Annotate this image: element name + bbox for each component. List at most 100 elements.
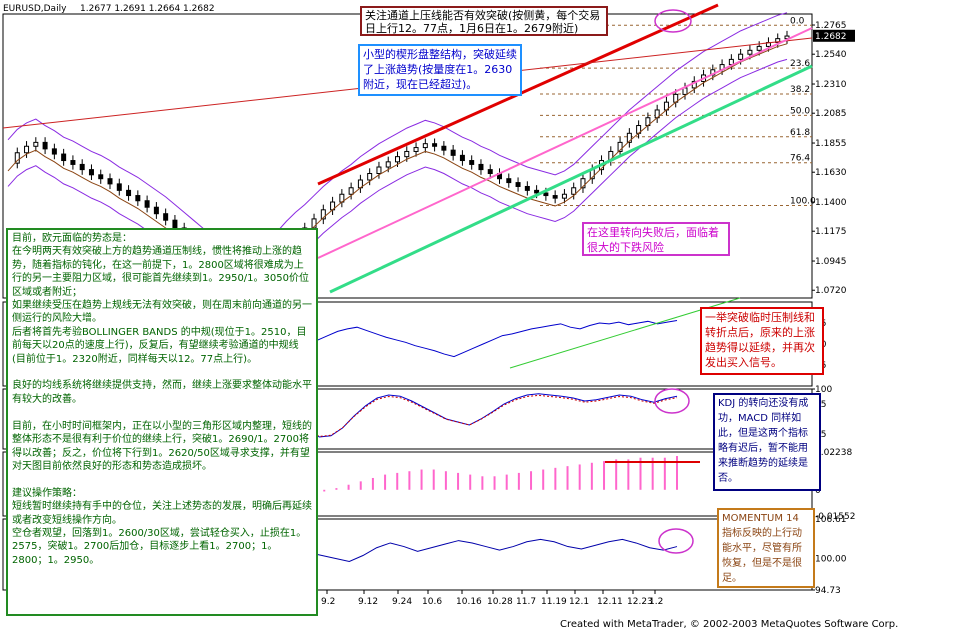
x-tick-label: 10.16 xyxy=(456,597,482,607)
candle-body xyxy=(376,166,382,175)
x-tick-label: 9.12 xyxy=(358,597,378,607)
note-top: 关注通道上压线能否有效突破(按侧黄，每个交易日上行12。77点，1月6日在1。2… xyxy=(360,6,608,36)
candle-body xyxy=(506,178,512,184)
candle-body xyxy=(70,160,76,165)
candle-body xyxy=(552,195,558,199)
y-tick-label-main: 1.1400 xyxy=(815,198,847,208)
candle-body xyxy=(413,147,419,152)
candle-body xyxy=(580,178,586,189)
y-tick-label-main: 1.1855 xyxy=(815,139,847,149)
candle-body xyxy=(320,209,326,220)
candle-body xyxy=(348,187,354,195)
fib-label: 23.6 xyxy=(790,59,810,69)
fib-label: 38.2 xyxy=(790,85,810,95)
x-tick-label: 10.28 xyxy=(487,597,513,607)
candle-body xyxy=(98,174,104,180)
bollinger-lower xyxy=(7,58,788,307)
candle-body xyxy=(450,149,456,156)
candle-body xyxy=(172,219,178,229)
x-axis-ticks: 9.2 9.12 9.24 10.6 10.16 10.28 11.7 11.19 12.1 12… xyxy=(321,590,663,607)
note-momentum: MOMENTUM 14 指标反映的上行动能水平，尽管有所恢复，但是不是很足。 xyxy=(717,508,815,588)
y-tick-label-main: 1.2085 xyxy=(815,109,847,119)
candle-body xyxy=(432,143,438,147)
note-wedge: 小型的楔形盘整结构，突破延续了上涨趋势(按量度在1。2630附近，现在已经超过)… xyxy=(358,44,522,96)
momentum-highlight xyxy=(658,528,694,554)
candle-body xyxy=(469,160,475,165)
fib-label: 61.8 xyxy=(790,128,810,138)
note-magenta: 在这里转向失败后，面临着很大的下跌风险 xyxy=(582,222,730,256)
x-tick-label: 9.24 xyxy=(392,597,412,607)
candle-body xyxy=(747,49,753,55)
chart-title: EURUSD,Daily xyxy=(3,4,67,14)
y-tick-label-main: 1.0720 xyxy=(815,286,847,296)
candle-body xyxy=(682,87,688,95)
x-tick-label: 10.6 xyxy=(422,597,442,607)
channel-lower-line xyxy=(329,64,813,294)
candle-body xyxy=(107,178,113,185)
candle-body xyxy=(33,141,39,147)
candle-body xyxy=(14,152,20,164)
x-tick-label: 9.2 xyxy=(321,597,335,607)
candle-body xyxy=(61,153,67,162)
y-tick-label-main: 1.2310 xyxy=(815,80,847,90)
candle-body xyxy=(775,38,781,44)
y-tick-label-main: 1.2765 xyxy=(815,21,847,31)
y-tick-label-macd: -0.01552 xyxy=(815,512,855,522)
y-tick-label-macd: 0.02238 xyxy=(815,448,852,458)
candle-body xyxy=(422,143,428,149)
note-red: 一举突破临时压制线和转折点后，原来的上涨趋势得以延续，并再次发出买入信号。 xyxy=(700,307,824,375)
x-tick-label: 11.7 xyxy=(516,597,536,607)
candle-body xyxy=(24,145,30,154)
x-tick-label: 12.23 xyxy=(627,597,653,607)
candle-body xyxy=(626,132,632,143)
candle-body xyxy=(478,163,484,171)
candle-body xyxy=(79,163,85,171)
candle-body xyxy=(88,169,94,176)
y-tick-label-main: 1.0945 xyxy=(815,257,847,267)
candle-body xyxy=(395,156,400,163)
candle-body xyxy=(385,161,391,168)
x-tick-label: 12.11 xyxy=(597,597,623,607)
y-tick-label-momentum: 100.00 xyxy=(815,555,847,565)
footer-credit: Created with MetaTrader, © 2002-2003 Met… xyxy=(560,619,899,630)
y-tick-label-momentum: 94.73 xyxy=(815,586,841,596)
ohlc-readout: 1.2677 1.2691 1.2664 1.2682 xyxy=(80,4,215,14)
last-price-box xyxy=(813,29,855,42)
candle-body xyxy=(515,182,521,187)
candle-body xyxy=(135,195,141,202)
candle-body xyxy=(756,45,762,51)
trend-mid-line xyxy=(317,27,813,259)
stoch-highlight xyxy=(654,388,690,414)
candle-body xyxy=(367,173,373,181)
y-tick-label-main: 1.1175 xyxy=(815,227,847,237)
highlight-ellipse xyxy=(654,9,692,33)
candle-body xyxy=(153,206,159,215)
y-tick-label-main: 1.2540 xyxy=(815,50,847,60)
y-tick-label-main: 1.1630 xyxy=(815,168,847,178)
note-navy: KDJ 的转向还没有成功，MACD 同样如此，但是这两个指标略有迟后，暂不能用来… xyxy=(713,393,821,491)
y-tick-label-momentum: 106.61 xyxy=(815,515,847,525)
candle-body xyxy=(144,200,150,208)
candle-body xyxy=(404,150,410,158)
fib-label: 50.0 xyxy=(790,106,810,116)
x-tick-label: 1.2 xyxy=(649,597,663,607)
candle-body xyxy=(459,154,465,162)
last-price-label: 1.2682 xyxy=(815,32,847,42)
candle-body xyxy=(738,53,744,60)
bollinger-upper xyxy=(7,12,788,260)
candle-body xyxy=(543,192,549,197)
candle-body xyxy=(561,193,567,199)
candle-body xyxy=(163,213,169,221)
candle-body xyxy=(51,148,57,155)
candle-body xyxy=(534,189,540,194)
stoch-d-line xyxy=(7,394,678,440)
moving-average xyxy=(7,43,788,291)
x-tick-label: 12.1 xyxy=(569,597,589,607)
note-main: 目前，欧元面临的势态是： 在今明两天有效突破上方的趋势通道压制线，惯性将推动上涨… xyxy=(6,228,318,616)
candle-body xyxy=(571,187,577,195)
candle-body xyxy=(311,218,317,229)
x-tick-label: 11.19 xyxy=(541,597,567,607)
candle-body xyxy=(126,189,132,197)
fib-label: 0.0 xyxy=(790,16,805,26)
candle-body xyxy=(487,169,493,175)
